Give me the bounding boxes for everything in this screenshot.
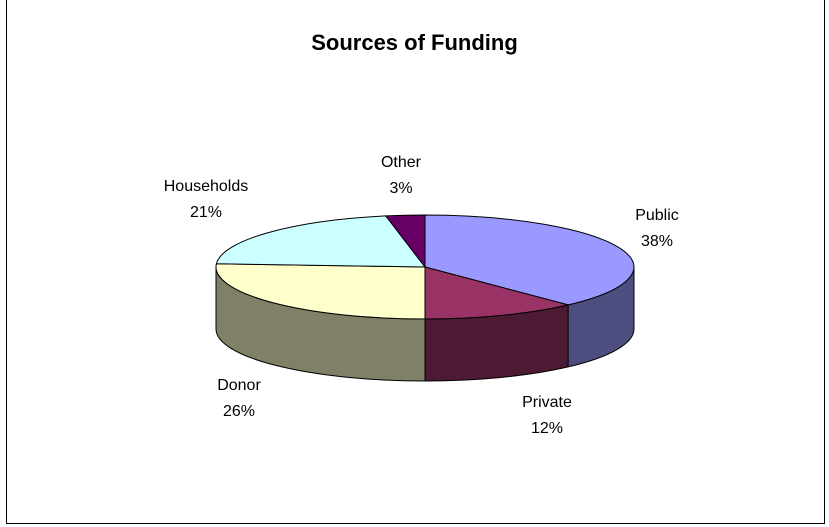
slice-name-private: Private <box>522 394 572 411</box>
pie-slice-other <box>384 214 426 269</box>
slice-label-donor: Donor 26% <box>217 377 261 420</box>
slice-value-donor: 26% <box>223 403 255 420</box>
slice-value-private: 12% <box>531 420 563 437</box>
chart-title: Sources of Funding <box>311 30 518 55</box>
slice-name-households: Households <box>164 178 249 195</box>
slice-value-public: 38% <box>641 233 673 250</box>
slice-value-households: 21% <box>190 204 222 221</box>
slice-name-public: Public <box>635 207 679 224</box>
slice-label-households: Households 21% <box>164 178 249 221</box>
slice-label-public: Public 38% <box>635 207 679 250</box>
slice-label-other: Other 3% <box>381 154 422 197</box>
pie-slice-donor <box>215 263 426 320</box>
pie-slice-private <box>424 266 569 320</box>
pie-slice-households <box>215 215 427 268</box>
slice-value-other: 3% <box>389 180 412 197</box>
slice-label-private: Private 12% <box>522 394 572 437</box>
slice-name-donor: Donor <box>217 377 261 394</box>
pie-slice-public <box>424 214 635 306</box>
slice-name-other: Other <box>381 154 422 171</box>
